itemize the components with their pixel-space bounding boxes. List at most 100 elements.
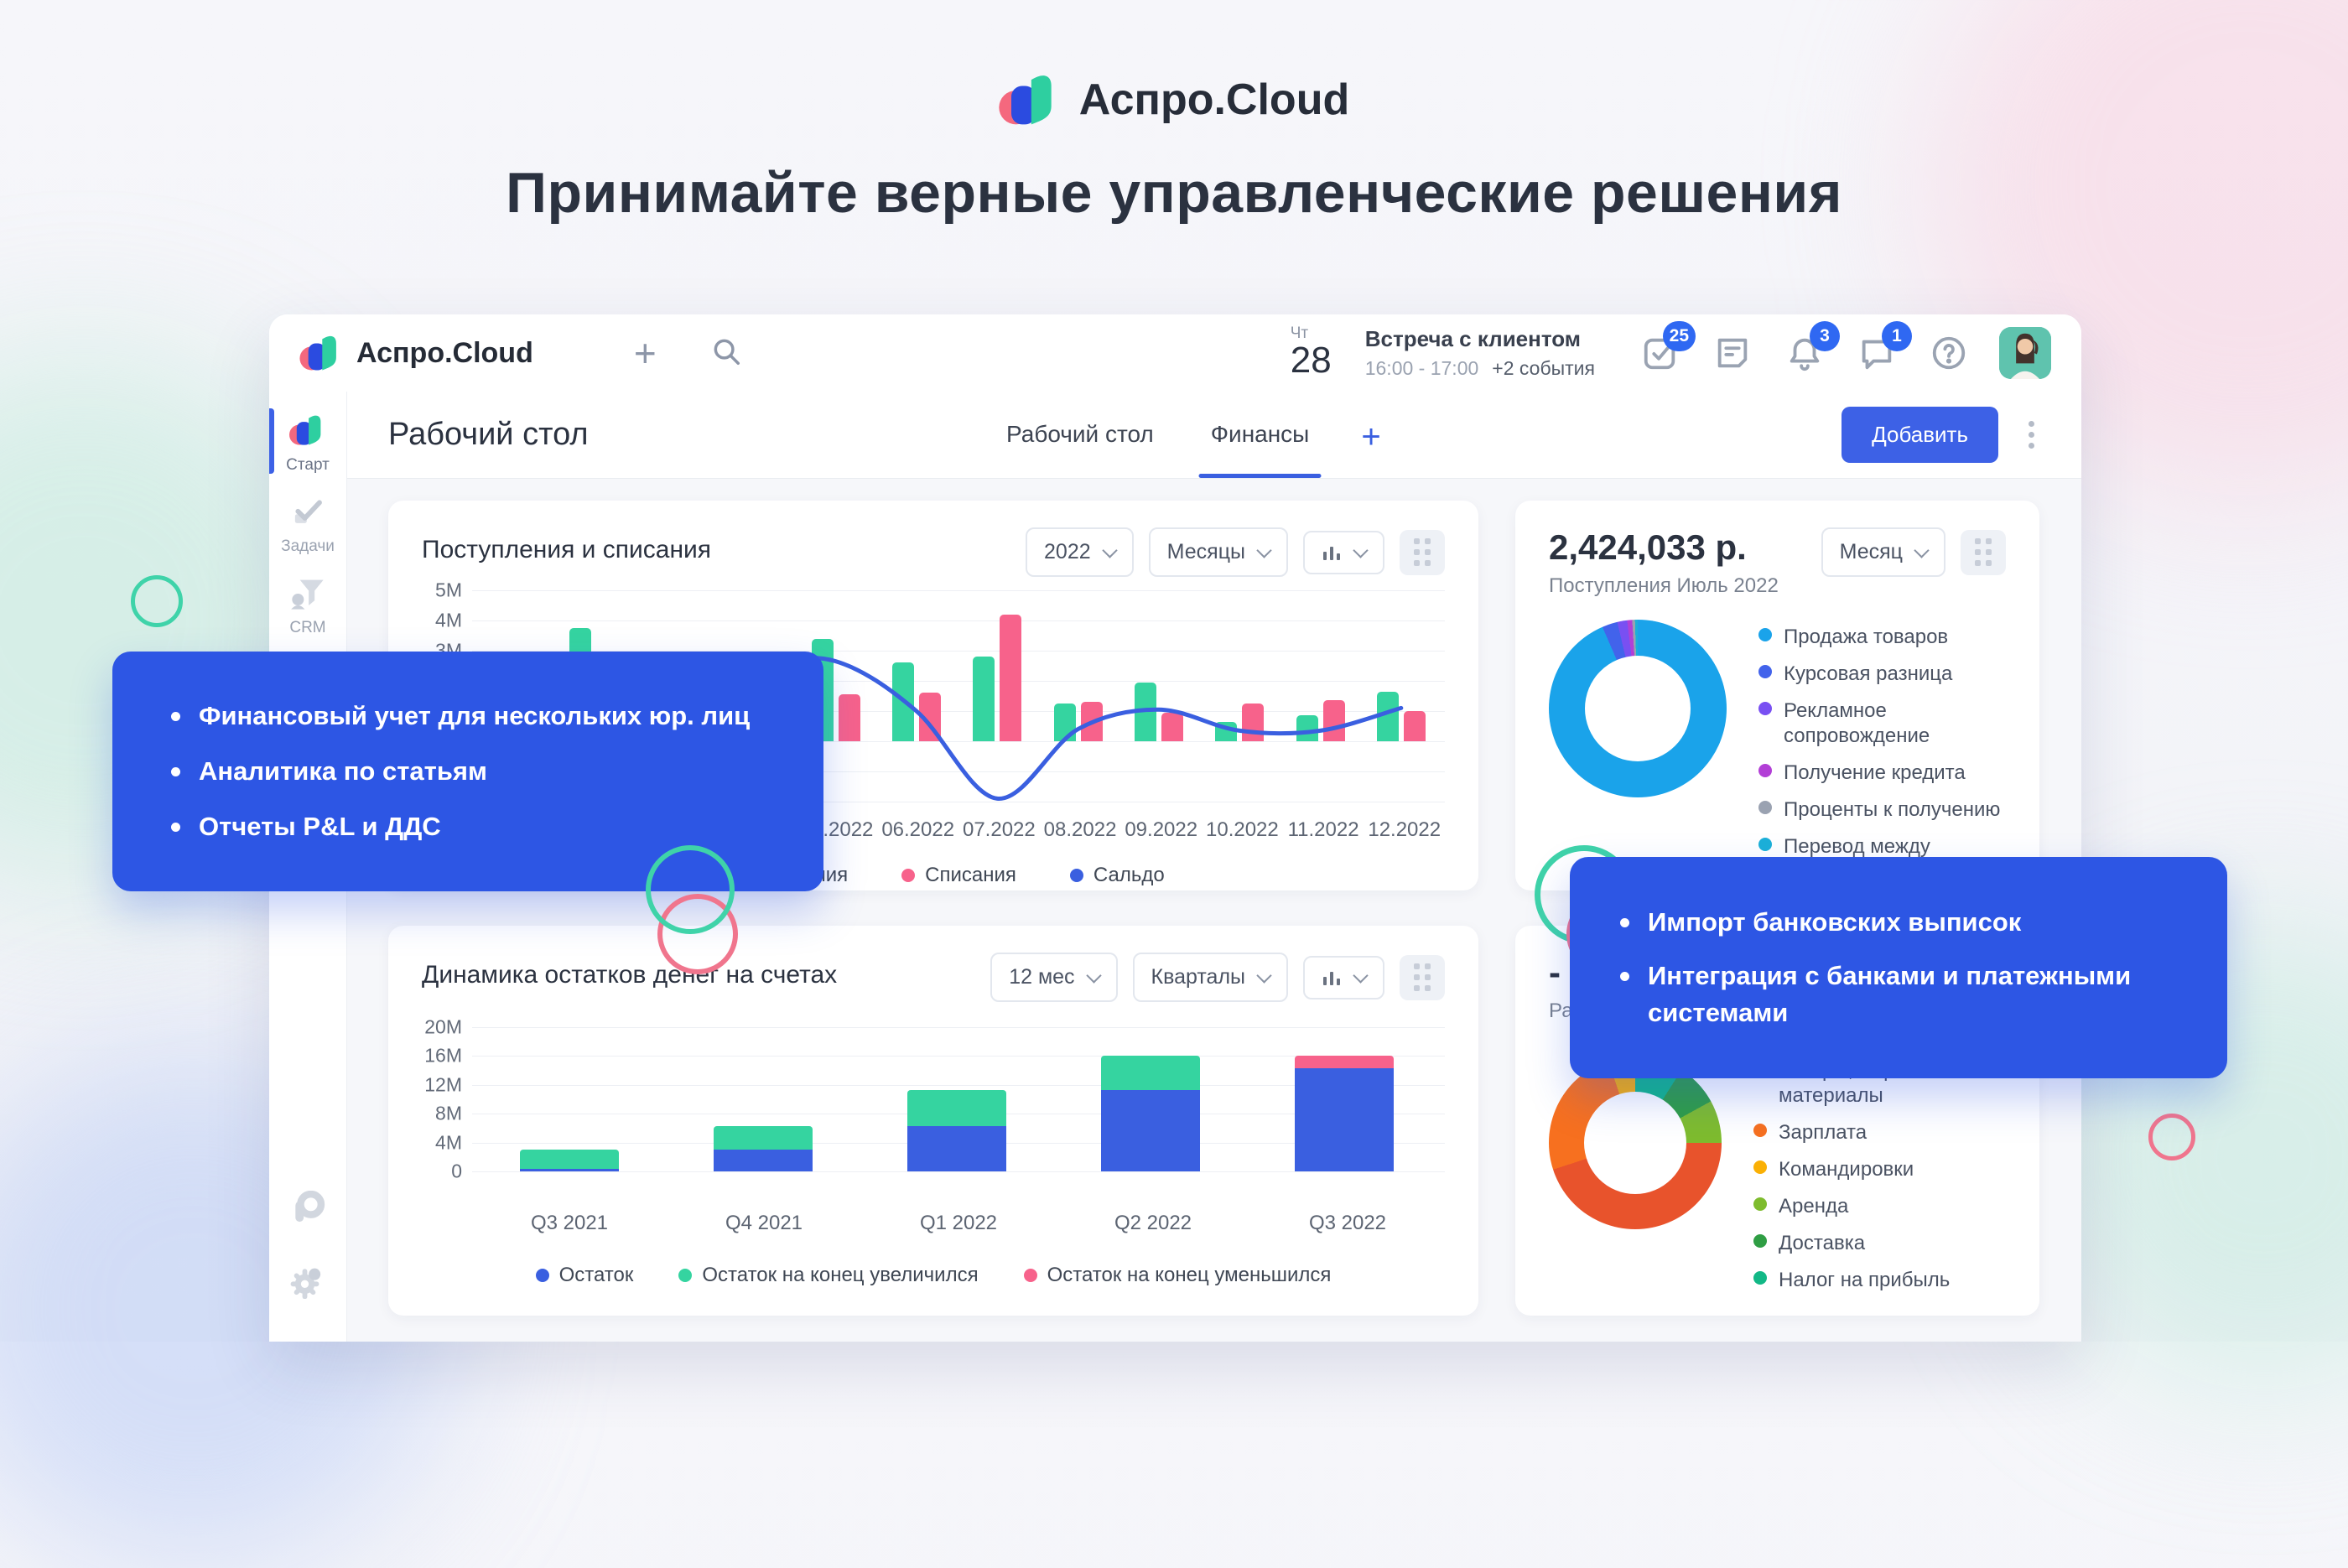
year-select[interactable]: 2022: [1026, 527, 1134, 577]
legend-label: Списания: [925, 864, 1016, 886]
callout-bullet: Интеграция с банками и платежными систем…: [1620, 958, 2177, 1031]
callout-bullet: Аналитика по статьям: [171, 753, 765, 790]
legend-item-Командировки[interactable]: Командировки: [1753, 1157, 2006, 1182]
card-receipts: 2,424,033 р. Поступления Июль 2022 Месяц…: [1515, 501, 2039, 890]
tab-Рабочий стол[interactable]: Рабочий стол: [1005, 421, 1154, 447]
app-window: Аспро.Cloud + Чт 28 Встреча с клиентом 1…: [269, 314, 2081, 1342]
event-more: +2 события: [1492, 357, 1595, 379]
legend-dot: [1023, 1269, 1037, 1282]
callout-text: Импорт банковских выписок: [1648, 906, 2022, 937]
drag-handle[interactable]: [1400, 954, 1445, 1000]
create-plus-icon[interactable]: +: [633, 331, 657, 375]
legend-item-Остаток на конец уменьшился[interactable]: Остаток на конец уменьшился: [1023, 1264, 1332, 1287]
crm-funnel-icon: [290, 578, 325, 614]
drag-handle[interactable]: [1961, 529, 2006, 575]
x-tick-label: 10.2022: [1206, 818, 1279, 841]
chevron-down-icon: [1085, 967, 1102, 984]
granularity-select[interactable]: Кварталы: [1132, 953, 1288, 1002]
granularity-select[interactable]: Месяцы: [1148, 527, 1288, 577]
bullet-dot: [1620, 917, 1629, 927]
legend-label: Зарплата: [1779, 1121, 1867, 1144]
legend-item-Остаток[interactable]: Остаток: [535, 1264, 634, 1287]
sidebar-item-Задачи[interactable]: Задачи: [269, 496, 346, 556]
chevron-down-icon: [1353, 542, 1369, 558]
y-tick-label: 0: [451, 1160, 462, 1182]
bar-expense: [1000, 614, 1022, 741]
sidebar-item-Старт[interactable]: Старт: [269, 408, 346, 475]
bell-icon[interactable]: 3: [1783, 321, 1840, 375]
sidebar-item-label: Старт: [286, 456, 330, 474]
legend-label: Остаток: [558, 1264, 634, 1286]
bullet-dot: [171, 823, 180, 833]
chat-badge: 1: [1882, 321, 1912, 351]
callout-bullet: Финансовый учет для нескольких юр. лиц: [171, 698, 765, 735]
legend-dot: [1758, 764, 1772, 777]
legend-item-Списания[interactable]: Списания: [901, 864, 1016, 887]
legend-item-Аренда[interactable]: Аренда: [1753, 1194, 2006, 1219]
legend-label: Остаток на конец уменьшился: [1047, 1264, 1332, 1286]
legend-label: Остаток на конец увеличился: [702, 1264, 979, 1286]
event-block[interactable]: Встреча с клиентом 16:00 - 17:00 +2 событ…: [1365, 326, 1595, 380]
legend-dot: [1753, 1124, 1767, 1137]
legend-item-Курсовая разница[interactable]: Курсовая разница: [1758, 662, 2006, 687]
help-icon[interactable]: [1927, 331, 1971, 375]
y-tick-label: 8M: [435, 1102, 462, 1124]
range-select[interactable]: 12 мес: [990, 953, 1118, 1002]
gridline: [472, 1084, 1445, 1086]
notes-icon[interactable]: [1711, 331, 1754, 375]
event-title: Встреча с клиентом: [1364, 326, 1582, 351]
legend-item-Сальдо[interactable]: Сальдо: [1069, 864, 1165, 887]
page-title: Рабочий стол: [388, 417, 589, 452]
legend-label: Получение кредита: [1784, 761, 1966, 784]
feature-callout-banks: Импорт банковских выписок Интеграция с ба…: [1570, 857, 2227, 1078]
tasks-icon[interactable]: 25: [1639, 321, 1696, 375]
settings-gear-icon[interactable]: [290, 1265, 325, 1303]
x-tick-label: Q4 2021: [725, 1212, 803, 1234]
gridline: [472, 1171, 1445, 1172]
decor-ring-teal: [131, 575, 183, 627]
stack-segment-Остаток: [1295, 1068, 1395, 1171]
search-icon[interactable]: [710, 335, 742, 371]
bar-expense: [838, 694, 860, 741]
add-tab-plus-icon[interactable]: +: [1361, 418, 1381, 455]
stack-segment-Остаток: [1101, 1089, 1201, 1171]
titlebar: Рабочий стол Рабочий стол Финансы + Добави…: [346, 392, 2081, 479]
chart-type-select[interactable]: [1303, 530, 1384, 574]
chat-icon[interactable]: 1: [1855, 321, 1912, 375]
legend-item-Налог на прибыль[interactable]: Налог на прибыль: [1753, 1268, 2006, 1293]
bell-badge: 3: [1810, 321, 1840, 351]
event-time: 16:00 - 17:00 +2 события: [1364, 357, 1595, 379]
period-select[interactable]: Месяц: [1821, 527, 1945, 577]
bar-receipts: [973, 657, 995, 741]
drag-handle[interactable]: [1400, 529, 1445, 575]
legend-item-Доставка[interactable]: Доставка: [1753, 1231, 2006, 1256]
card-title: Поступления и списания: [422, 536, 712, 563]
hero-logo: Аспро.Cloud: [999, 72, 1349, 127]
legend-item-Проценты к получению[interactable]: Проценты к получению: [1758, 797, 2006, 823]
x-tick-label: 11.2022: [1287, 818, 1359, 841]
x-tick-label: 12.2022: [1368, 818, 1442, 841]
legend-item-Остаток на конец увеличился[interactable]: Остаток на конец увеличился: [678, 1264, 979, 1287]
sidebar-item-CRM[interactable]: CRM: [269, 578, 346, 637]
legend-item-Зарплата[interactable]: Зарплата: [1753, 1120, 2006, 1145]
bar-expense: [1161, 712, 1183, 741]
legend-item-Рекламное сопровождение[interactable]: Рекламное сопровождение: [1758, 698, 2006, 749]
tab-Финансы[interactable]: Финансы: [1198, 421, 1321, 478]
calendar-date[interactable]: Чт 28: [1291, 325, 1332, 380]
add-button[interactable]: Добавить: [1842, 407, 1998, 463]
avatar[interactable]: [1999, 327, 2051, 379]
aspro-logo-icon: [299, 335, 336, 371]
legend-item-Получение кредита[interactable]: Получение кредита: [1758, 761, 2006, 786]
tasks-check-icon: [290, 496, 325, 532]
receipts-subtitle: Поступления Июль 2022: [1549, 574, 1779, 597]
bullet-dot: [171, 711, 180, 721]
stack-segment-Остаток на конец уменьшился: [1295, 1055, 1395, 1068]
more-menu-icon[interactable]: [2023, 416, 2039, 454]
x-tick-label: 06.2022: [881, 818, 955, 841]
legend-item-Продажа товаров[interactable]: Продажа товаров: [1758, 625, 2006, 650]
legend-label: Рекламное сопровождение: [1784, 699, 1930, 747]
partner-logo-icon[interactable]: [289, 1190, 326, 1228]
chart-legend: Остаток Остаток на конец увеличился Остато…: [422, 1264, 1445, 1287]
chart-type-select[interactable]: [1303, 955, 1384, 999]
